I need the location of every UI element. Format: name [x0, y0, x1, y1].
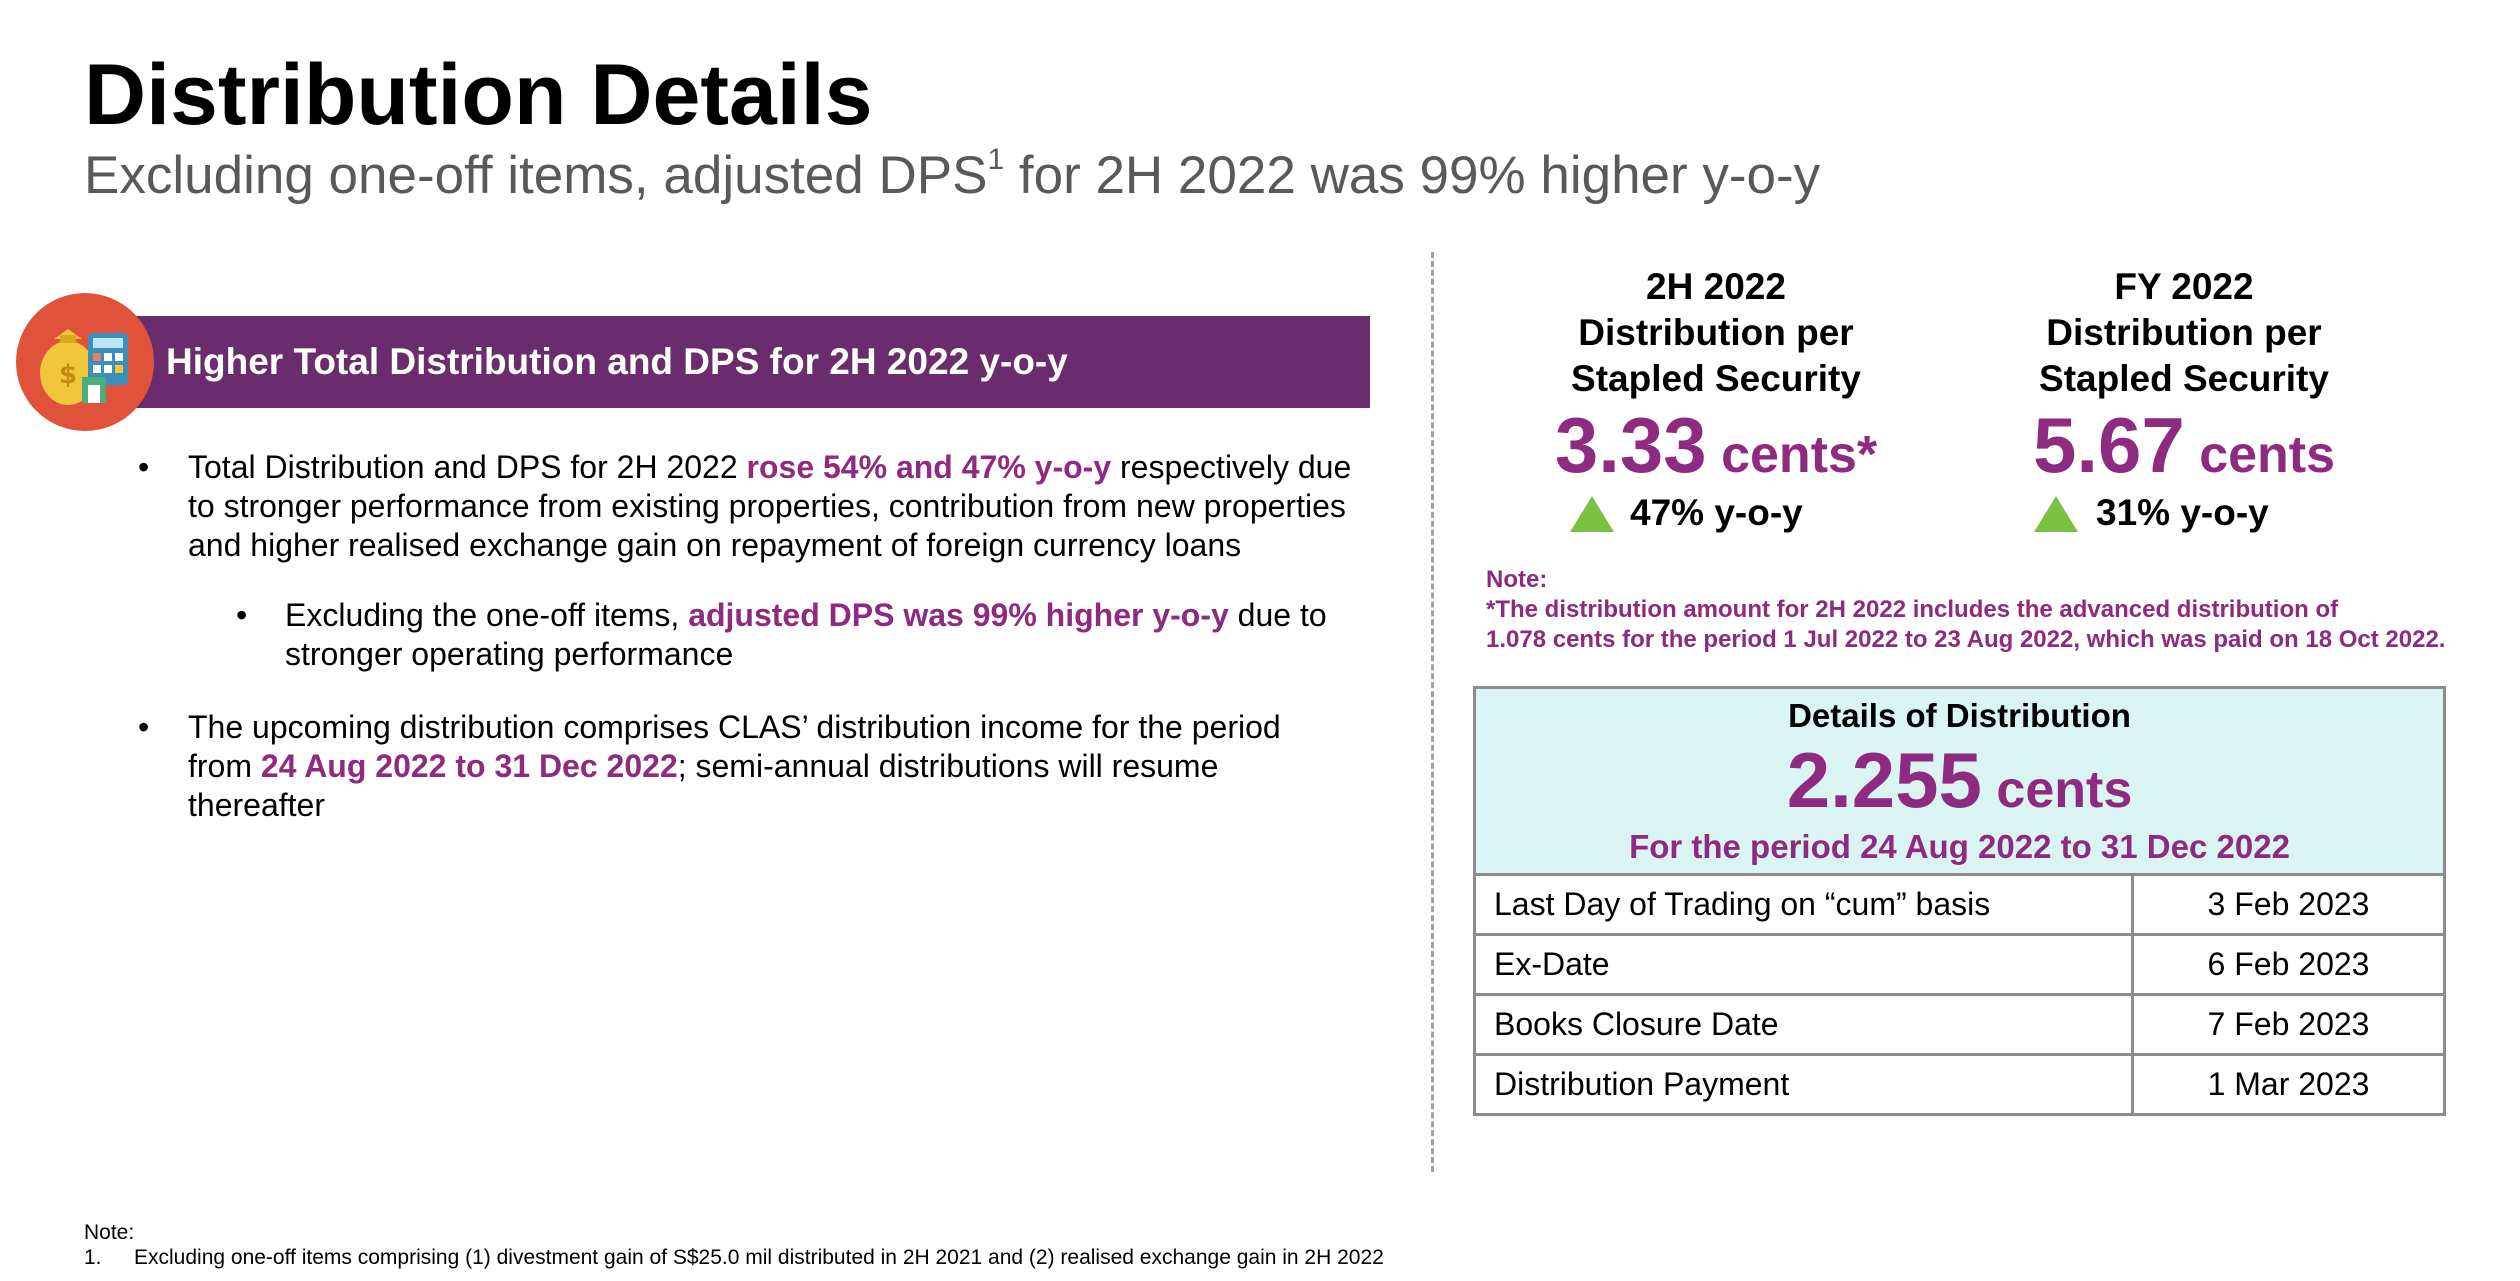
stat-2h-value: 3.33 cents*: [1506, 400, 1926, 491]
footnote-text: Excluding one-off items comprising (1) d…: [134, 1246, 1384, 1269]
footnote-number: 1.: [84, 1246, 102, 1269]
details-period: For the period 24 Aug 2022 to 31 Dec 202…: [1629, 828, 2290, 865]
footnote-ref: 1: [987, 143, 1005, 176]
bullet-text-pre: The upcoming distribution comprises CLAS…: [188, 709, 1281, 784]
bullet-dot: •: [236, 597, 248, 633]
stat-yoy: 31% y-o-y: [2096, 492, 2269, 533]
subtitle-text-end: for 2H 2022 was 99% higher y-o-y: [1004, 146, 1821, 205]
stat-yoy: 47% y-o-y: [1630, 492, 1803, 533]
stat-label: Stapled Security: [1571, 358, 1861, 399]
stat-number: 5.67: [2032, 401, 2185, 489]
row-label: Distribution Payment: [1473, 1053, 2134, 1116]
bullet-text-pre: Excluding the one-off items,: [285, 597, 689, 633]
vertical-divider: [1431, 252, 1434, 1172]
bullet-text: The upcoming distribution comprises CLAS…: [188, 708, 1348, 825]
distribution-note: Note: *The distribution amount for 2H 20…: [1486, 565, 2445, 655]
bullet-highlight: 24 Aug 2022 to 31 Dec 2022: [260, 748, 678, 784]
banner-title: Higher Total Distribution and DPS for 2H…: [166, 341, 1068, 382]
section-banner: [118, 316, 1370, 408]
stat-fy-value: 5.67 cents: [1974, 400, 2394, 491]
row-label: Last Day of Trading on “cum” basis: [1473, 873, 2134, 936]
page-title: Distribution Details: [84, 47, 873, 143]
stat-period: FY 2022: [2114, 266, 2254, 307]
stat-unit: cents*: [1706, 426, 1878, 484]
page-subtitle: Excluding one-off items, adjusted DPS1 f…: [84, 143, 1820, 205]
details-unit: cents: [1981, 761, 2133, 819]
details-amount: 2.255 cents: [1473, 735, 2446, 826]
stat-label: Distribution per: [1578, 312, 1854, 353]
table-row: Ex-Date 6 Feb 2023: [1473, 933, 2446, 996]
stat-unit: cents: [2184, 426, 2336, 484]
footnote: 1. Excluding one-off items comprising (1)…: [84, 1246, 1384, 1270]
stat-label: Stapled Security: [2039, 358, 2329, 399]
row-value: 7 Feb 2023: [2131, 993, 2446, 1056]
details-title: Details of Distribution: [1788, 697, 2131, 734]
row-value: 6 Feb 2023: [2131, 933, 2446, 996]
bullet-highlight: rose 54% and 47% y-o-y: [746, 449, 1112, 485]
distribution-dates-table: Last Day of Trading on “cum” basis 3 Feb…: [1473, 873, 2446, 1116]
stat-label: Distribution per: [2046, 312, 2322, 353]
bullet-dot: •: [138, 709, 150, 745]
note-line: *The distribution amount for 2H 2022 inc…: [1486, 596, 2339, 623]
stat-2h-heading: 2H 2022 Distribution per Stapled Securit…: [1506, 264, 1926, 402]
subtitle-text: Excluding one-off items, adjusted DPS: [84, 146, 988, 205]
row-label: Books Closure Date: [1473, 993, 2134, 1056]
up-arrow-icon: [1570, 496, 1614, 532]
stat-fy-heading: FY 2022 Distribution per Stapled Securit…: [1974, 264, 2394, 402]
bullet-text: Total Distribution and DPS for 2H 2022 r…: [188, 448, 1370, 565]
table-row: Distribution Payment 1 Mar 2023: [1473, 1053, 2446, 1116]
bullet-dot: •: [138, 449, 150, 485]
details-number: 2.255: [1786, 736, 1982, 824]
row-value: 1 Mar 2023: [2131, 1053, 2446, 1116]
stat-number: 3.33: [1554, 401, 1707, 489]
bullet-text-post: respectively due to stronger performance…: [188, 449, 1352, 563]
row-label: Ex-Date: [1473, 933, 2134, 996]
up-arrow-icon: [2034, 496, 2078, 532]
row-value: 3 Feb 2023: [2131, 873, 2446, 936]
table-row: Last Day of Trading on “cum” basis 3 Feb…: [1473, 873, 2446, 936]
bullet-text-post: due to stronger operating performance: [285, 597, 1327, 672]
note-line: 1.078 cents for the period 1 Jul 2022 to…: [1486, 626, 2446, 653]
table-row: Books Closure Date 7 Feb 2023: [1473, 993, 2446, 1056]
bullet-text: Excluding the one-off items, adjusted DP…: [285, 596, 1370, 674]
stat-period: 2H 2022: [1646, 266, 1786, 307]
bullet-text-post: ; semi-annual distributions will resume …: [188, 748, 1219, 823]
bullet-highlight: adjusted DPS was 99% higher y-o-y: [688, 597, 1229, 633]
svg-text:$: $: [59, 360, 77, 390]
money-bag-calculator-icon: $: [16, 293, 154, 431]
bullet-text-pre: Total Distribution and DPS for 2H 2022: [188, 449, 747, 485]
footnote-label: Note:: [84, 1221, 135, 1244]
note-label: Note:: [1486, 566, 1548, 593]
